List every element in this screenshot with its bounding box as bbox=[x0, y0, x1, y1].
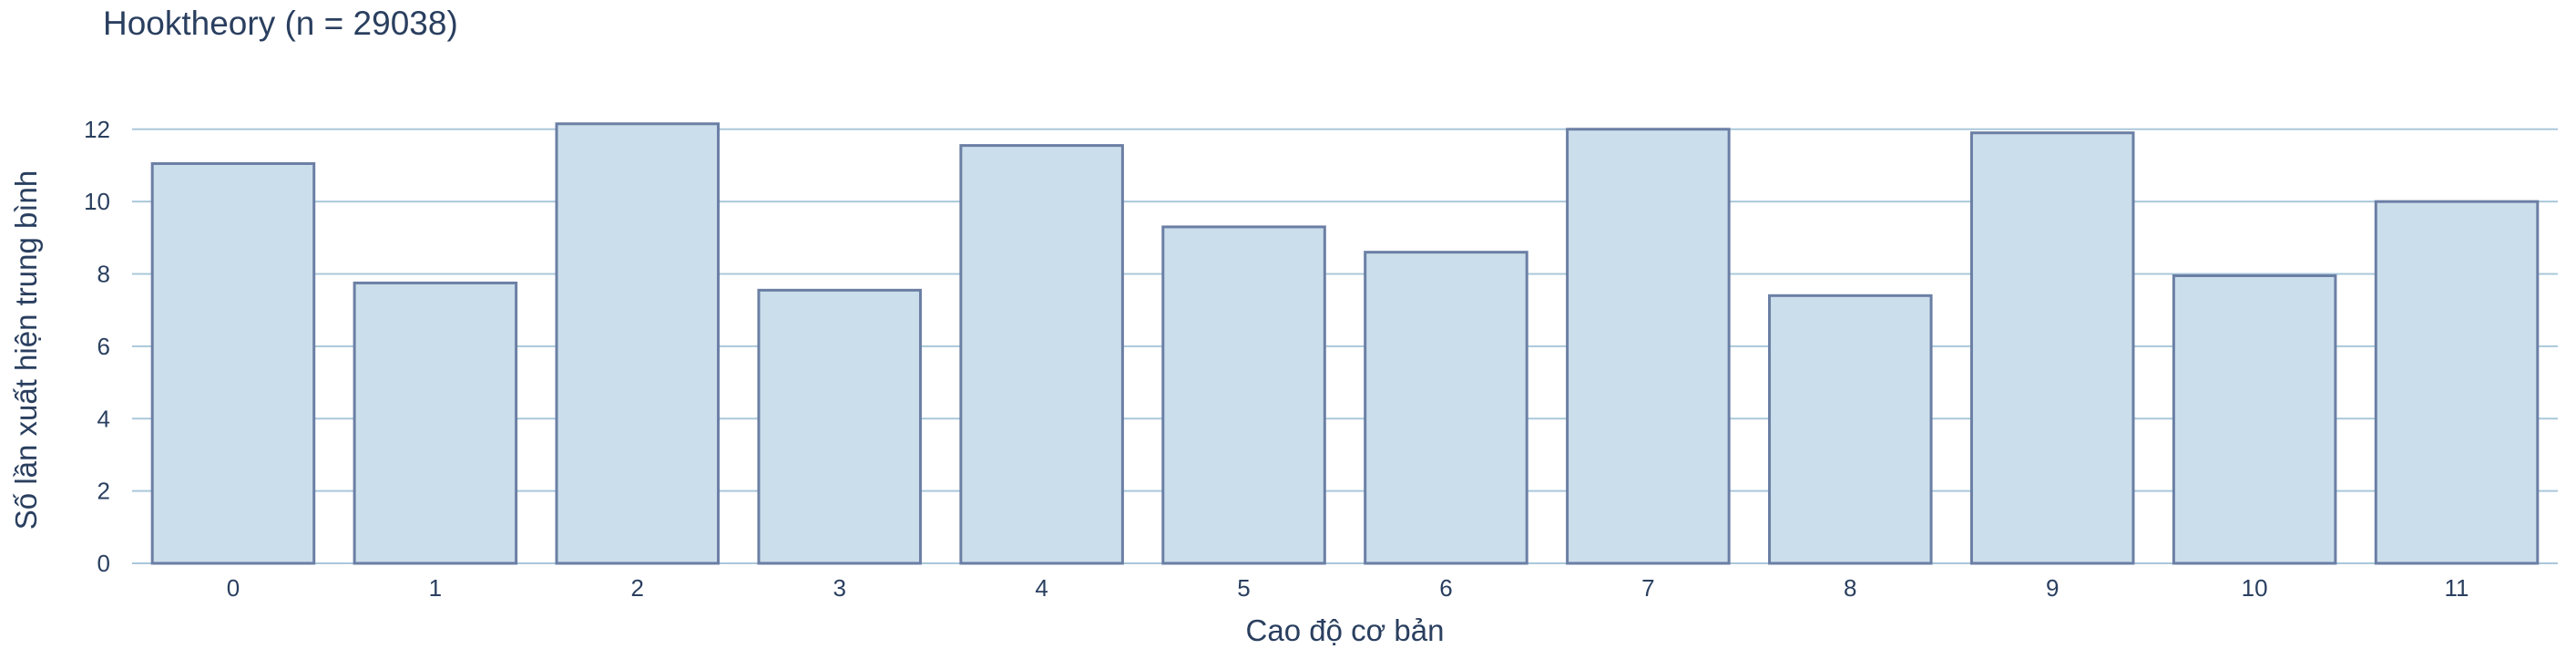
y-tick-label: 4 bbox=[97, 405, 110, 432]
bar-2[interactable] bbox=[555, 122, 721, 565]
bar-1[interactable] bbox=[353, 281, 518, 565]
y-tick-label: 2 bbox=[97, 478, 110, 505]
x-tick-label: 3 bbox=[833, 574, 845, 602]
x-tick-label: 4 bbox=[1035, 574, 1048, 602]
bars bbox=[150, 122, 2540, 565]
bar-6[interactable] bbox=[1364, 251, 1528, 565]
x-tick-label: 7 bbox=[1641, 574, 1654, 602]
x-tick-label: 10 bbox=[2242, 574, 2268, 602]
y-tick-label: 12 bbox=[84, 116, 110, 143]
y-tick-label: 10 bbox=[84, 188, 110, 215]
x-tick-label: 11 bbox=[2445, 574, 2469, 602]
bar-7[interactable] bbox=[1566, 128, 1731, 565]
x-tick-label: 8 bbox=[1844, 574, 1856, 602]
y-axis-title: Số lần xuất hiện trung bình bbox=[9, 170, 43, 530]
bar-5[interactable] bbox=[1161, 225, 1326, 565]
y-tick-labels: 0 2 4 6 8 10 12 bbox=[84, 116, 110, 577]
x-tick-label: 6 bbox=[1439, 574, 1452, 602]
bar-11[interactable] bbox=[2374, 200, 2540, 565]
grid-lines bbox=[132, 128, 2558, 564]
bar-10[interactable] bbox=[2172, 273, 2337, 565]
x-tick-label: 0 bbox=[227, 574, 240, 602]
bar-3[interactable] bbox=[757, 288, 922, 565]
x-tick-labels: 0 1 2 3 4 5 6 7 8 9 10 11 bbox=[227, 574, 2469, 602]
x-tick-label: 2 bbox=[631, 574, 644, 602]
y-tick-label: 8 bbox=[97, 261, 110, 288]
bar-9[interactable] bbox=[1969, 131, 2135, 565]
bar-0[interactable] bbox=[150, 161, 316, 565]
y-tick-label: 0 bbox=[97, 550, 110, 577]
x-tick-label: 5 bbox=[1237, 574, 1250, 602]
bar-4[interactable] bbox=[959, 144, 1124, 565]
y-tick-label: 6 bbox=[97, 333, 110, 360]
x-axis-title: Cao độ cơ bản bbox=[1246, 613, 1445, 647]
chart-title: Hooktheory (n = 29038) bbox=[103, 5, 458, 42]
x-tick-label: 9 bbox=[2046, 574, 2059, 602]
bar-8[interactable] bbox=[1768, 294, 1933, 565]
x-tick-label: 1 bbox=[429, 574, 442, 602]
